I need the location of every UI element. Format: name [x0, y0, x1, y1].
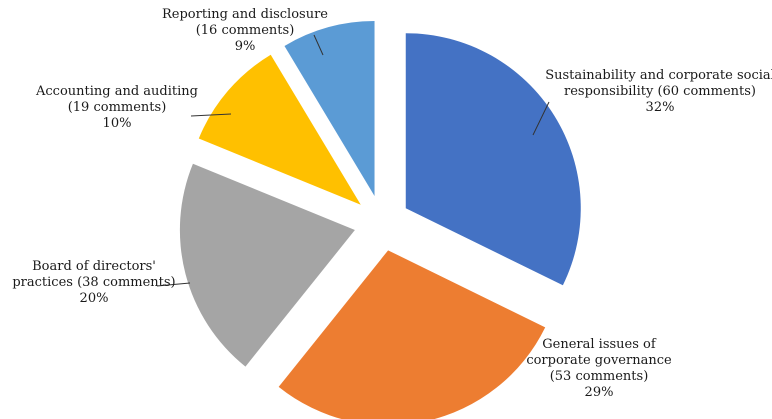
slice-label-1: Sustainability and corporate social respo… [545, 68, 772, 115]
leader-line-3 [156, 282, 191, 287]
leader-line-1 [532, 101, 550, 136]
pie-slice-5 [284, 21, 375, 197]
slice-label-line: (16 comments) [196, 23, 295, 38]
slice-label-line: 10% [103, 116, 132, 131]
pie-slice-1 [405, 33, 581, 286]
slice-label-line: General issues of [542, 337, 657, 352]
slice-label-line: responsibility (60 comments) [564, 84, 756, 99]
slice-label-line: 32% [646, 100, 675, 115]
slice-label-line: 20% [80, 291, 109, 306]
slice-label-line: Sustainability and corporate social [545, 68, 772, 83]
slice-label-2: General issues of corporate governance (53… [526, 337, 672, 400]
leader-line-5 [313, 34, 324, 56]
slice-label-line: 9% [235, 39, 256, 54]
slice-label-line: (53 comments) [550, 369, 649, 384]
slice-label-line: Accounting and auditing [35, 84, 198, 99]
slice-label-5: Reporting and disclosure (16 comments) 9% [162, 7, 328, 54]
slice-label-3: Board of directors' practices (38 comment… [12, 259, 175, 306]
slice-label-line: practices (38 comments) [12, 275, 175, 290]
pie-slice-4 [198, 54, 361, 205]
slice-label-line: Board of directors' [32, 259, 156, 274]
slice-label-line: 29% [585, 385, 614, 400]
slice-label-line: corporate governance [526, 353, 672, 368]
slice-label-line: Reporting and disclosure [162, 7, 328, 22]
pie-slice-2 [278, 250, 546, 419]
leader-line-4 [190, 113, 232, 117]
pie-slice-3 [179, 163, 355, 367]
slice-label-4: Accounting and auditing (19 comments) 10% [35, 84, 198, 131]
slice-label-line: (19 comments) [68, 100, 167, 115]
